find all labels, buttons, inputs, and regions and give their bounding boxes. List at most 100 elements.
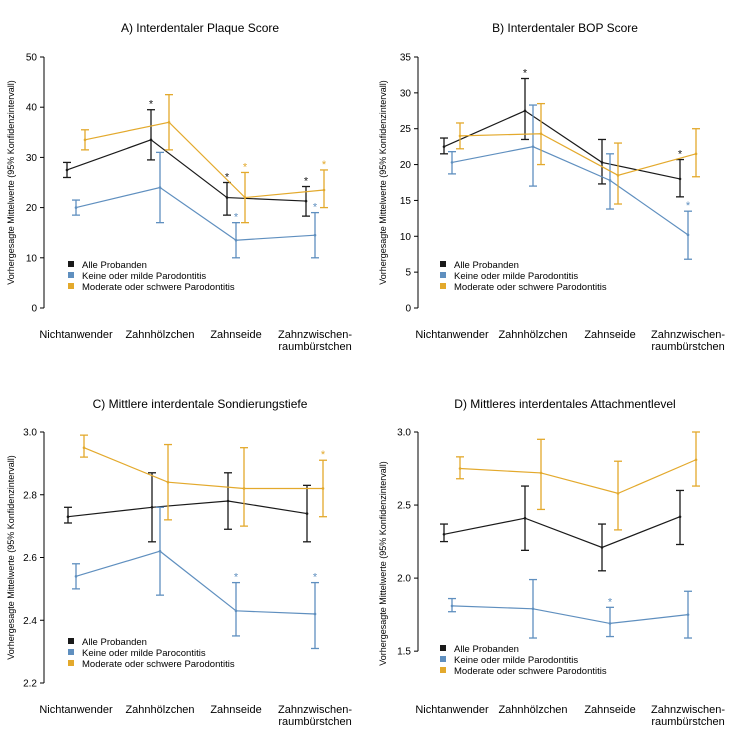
error-bar (448, 597, 456, 613)
y-tick-label: 2.0 (397, 574, 411, 585)
data-point (167, 120, 171, 124)
y-tick-label: 25 (400, 124, 412, 135)
data-point (531, 145, 535, 148)
error-bar (63, 161, 71, 179)
chart-title: C) Mittlere interdentale Sondierungstief… (93, 397, 308, 411)
legend-swatch (440, 656, 446, 662)
series-line-3 (83, 447, 323, 490)
data-point (600, 161, 604, 164)
error-bar: * (684, 200, 692, 260)
legend-swatch (440, 261, 446, 267)
error-bar (440, 137, 448, 155)
error-bar: * (311, 202, 319, 259)
error-bar (303, 484, 311, 543)
chart-panel-4: D) Mittleres interdentales Attachmentlev… (378, 397, 725, 728)
data-point (74, 575, 78, 578)
data-point (523, 109, 527, 113)
series-line-3 (84, 121, 325, 199)
error-bar (676, 489, 684, 546)
data-point (234, 609, 238, 613)
significance-star: * (678, 149, 683, 161)
error-bar: * (676, 149, 684, 198)
legend-label: Keine oder milde Parodontitis (82, 271, 206, 282)
error-bar: * (232, 212, 240, 259)
error-bar (164, 443, 172, 521)
error-bar: * (319, 449, 327, 518)
x-category-label: raumbürstchen (278, 716, 351, 728)
legend-swatch (68, 660, 74, 666)
data-point (531, 607, 535, 611)
data-point (608, 179, 612, 182)
y-tick-label: 3.0 (23, 428, 37, 439)
x-category-label: Nichtanwender (39, 704, 113, 716)
data-point (616, 492, 620, 495)
significance-star: * (243, 161, 248, 173)
y-tick-label: 15 (400, 196, 412, 207)
data-point (225, 196, 229, 199)
x-category-label: Zahnhölzchen (125, 704, 194, 716)
data-point (322, 188, 326, 192)
data-point (458, 134, 462, 138)
data-point (66, 515, 70, 519)
data-point (600, 546, 604, 549)
data-point (65, 168, 69, 172)
error-bar (537, 438, 545, 511)
series-line-3 (459, 459, 697, 494)
series-line-2 (75, 186, 316, 241)
y-axis-label: Vorhergesagte Mittelwerte (95% Konfidenz… (6, 80, 16, 285)
legend-swatch (68, 649, 74, 655)
error-bar (81, 129, 89, 151)
data-point (450, 604, 454, 608)
data-point (321, 487, 325, 490)
y-tick-label: 2.6 (23, 553, 37, 564)
error-bar: * (521, 68, 529, 141)
error-bar (240, 447, 248, 527)
error-bar (614, 460, 622, 531)
x-category-label: Zahnhölzchen (498, 329, 567, 341)
x-category-label: Zahnzwischen- (651, 329, 725, 341)
significance-star: * (234, 212, 239, 224)
legend-label: Alle Probanden (82, 260, 147, 271)
error-bar (156, 151, 164, 224)
x-category-label: raumbürstchen (651, 716, 724, 728)
error-bar (606, 153, 614, 210)
error-bar (598, 523, 606, 572)
error-bar (148, 472, 156, 543)
x-category-label: Zahnseide (210, 329, 261, 341)
error-bar: * (223, 172, 231, 216)
error-bar (64, 506, 72, 524)
error-bar (72, 563, 80, 590)
legend-swatch (440, 667, 446, 673)
y-tick-label: 5 (405, 268, 411, 279)
error-bar (456, 122, 464, 150)
data-point (82, 446, 86, 449)
y-tick-label: 30 (400, 88, 412, 99)
series-line-2 (75, 550, 316, 615)
data-point (158, 549, 162, 553)
x-category-label: Zahnzwischen- (278, 329, 352, 341)
data-point (83, 138, 87, 142)
legend-swatch (440, 283, 446, 289)
y-tick-label: 2.2 (23, 679, 37, 690)
y-tick-label: 40 (26, 103, 38, 114)
legend-swatch (68, 283, 74, 289)
y-tick-label: 0 (31, 304, 37, 315)
data-point (243, 196, 247, 199)
y-axis-label: Vorhergesagte Mittelwerte (95% Konfidenz… (378, 80, 388, 285)
error-bar: * (147, 99, 155, 161)
significance-star: * (321, 449, 326, 461)
significance-star: * (225, 172, 230, 184)
error-bar (614, 142, 622, 205)
error-bar: * (320, 159, 328, 209)
y-axis-label: Vorhergesagte Mittelwerte (95% Konfidenz… (6, 455, 16, 660)
significance-star: * (322, 159, 327, 171)
error-bar (692, 128, 700, 178)
legend-label: Alle Probanden (454, 260, 519, 271)
y-tick-label: 50 (26, 53, 38, 64)
error-bar: * (302, 176, 310, 217)
error-bar (529, 104, 537, 187)
data-point (74, 206, 78, 209)
